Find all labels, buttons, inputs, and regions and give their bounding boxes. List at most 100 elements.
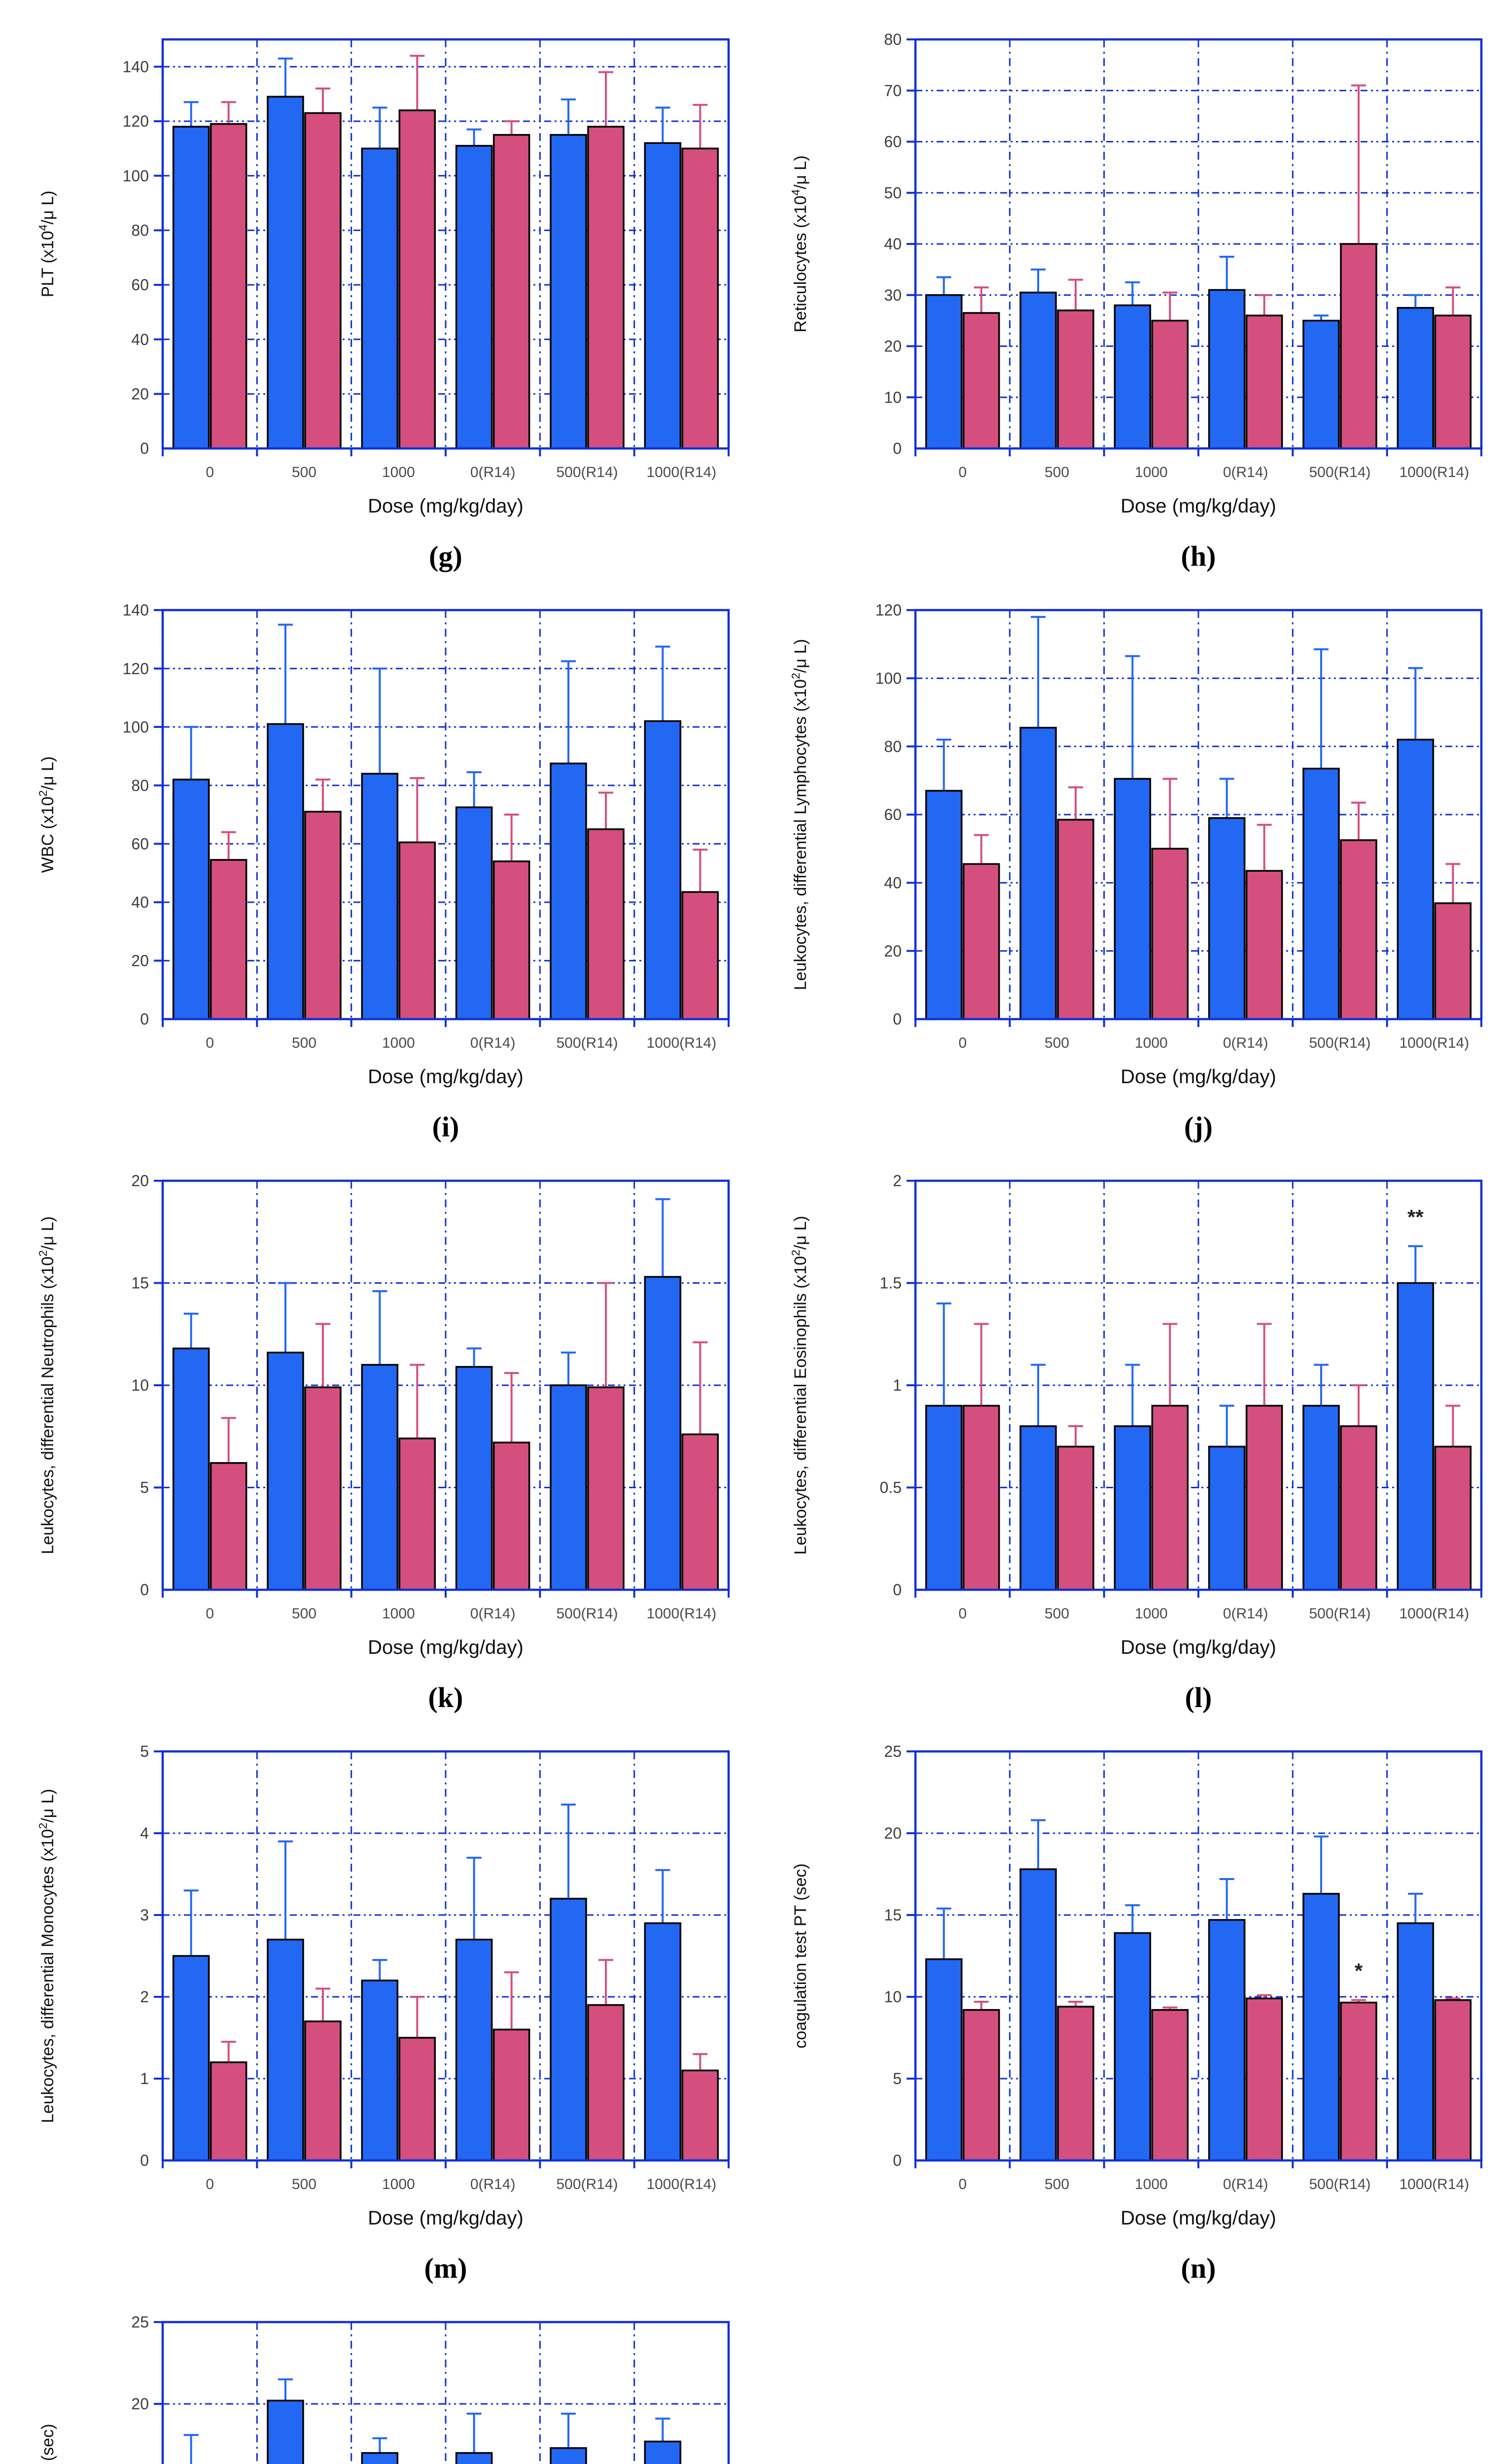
y-tick-label: 60 <box>131 276 149 294</box>
blue-bar <box>1397 307 1435 449</box>
x-category-label: 500(R14) <box>1309 1606 1370 1622</box>
blue-bar <box>1302 319 1340 449</box>
x-category-label: 0 <box>958 1035 967 1051</box>
blue-bar <box>1114 1425 1152 1591</box>
x-category-label: 0(R14) <box>1223 2176 1268 2192</box>
y-tick-label: 0 <box>893 1010 902 1028</box>
chart-panel-n: 0 5 10 15 20 25 * 0 500 1000 0(R14) 500(R14) 1000(R1… <box>768 1717 1506 2288</box>
plot-frame <box>914 38 1483 450</box>
x-category-label: 500 <box>1045 1606 1069 1622</box>
blue-bar <box>267 96 304 449</box>
pink-bar <box>304 2020 342 2161</box>
y-tick-label: 15 <box>884 1906 902 1924</box>
x-category-label: 1000(R14) <box>1399 1035 1469 1051</box>
x-category-label: 500(R14) <box>556 1035 618 1051</box>
y-tick-label: 60 <box>884 133 902 151</box>
x-axis-title: Dose (mg/kg/day) <box>1121 1066 1276 1088</box>
pink-bar <box>304 112 342 449</box>
significance-marker: * <box>1355 1959 1363 1983</box>
x-category-label: 1000 <box>1135 1606 1168 1622</box>
pink-bar <box>210 1462 247 1591</box>
pink-bar <box>398 841 436 1020</box>
y-tick-label: 120 <box>123 660 149 678</box>
blue-bar <box>361 773 399 1020</box>
pink-bar <box>492 860 530 1020</box>
panel-letter: (m) <box>424 2252 467 2284</box>
y-tick-label: 30 <box>884 286 902 304</box>
x-category-label: 1000 <box>382 1035 415 1051</box>
pink-bar <box>962 863 1000 1020</box>
y-tick-label: 80 <box>884 738 902 755</box>
panel-letter: (l) <box>1185 1681 1212 1713</box>
y-tick-label: 60 <box>884 806 902 823</box>
blue-bar <box>267 2399 304 2464</box>
pink-bar <box>681 891 719 1020</box>
pink-bar <box>681 1433 719 1591</box>
pink-bar <box>681 147 719 449</box>
panel-letter: (n) <box>1181 2252 1216 2284</box>
chart-panel-m: 0 1 2 3 4 5 0 500 1000 0(R14) 500(R14) 1000(R14) Dos… <box>15 1717 754 2288</box>
pink-bar <box>1151 319 1189 449</box>
blue-bar <box>267 1351 304 1591</box>
y-axis-title: coagulation test PT (sec) <box>791 1863 810 2048</box>
plot-frame <box>161 1179 730 1591</box>
y-tick-label: 40 <box>131 331 149 348</box>
chart-panel-h: 0 10 20 30 40 50 60 70 80 0 500 1000 0(R14) 500(R14) 1… <box>768 5 1506 576</box>
blue-bar <box>550 134 587 449</box>
chart-panel-l: 0 0.5 1 1.5 2 ** 0 500 1000 0(R14) 500(R14) 1000(R1… <box>768 1146 1506 1717</box>
x-category-label: 500(R14) <box>556 2176 618 2192</box>
blue-bar <box>550 1898 587 2161</box>
y-tick-label: 40 <box>131 893 149 911</box>
x-category-label: 1000 <box>1135 464 1168 480</box>
y-tick-label: 5 <box>140 1479 149 1497</box>
y-tick-label: 0.5 <box>880 1479 902 1497</box>
pink-bar <box>587 2004 625 2161</box>
y-axis-title: Leukocytes, differential Neutrophils (x1… <box>36 1216 57 1554</box>
blue-bar <box>1208 1445 1246 1591</box>
pink-bar <box>398 2037 436 2161</box>
y-tick-label: 0 <box>893 2152 902 2169</box>
pink-bar <box>1340 1425 1377 1591</box>
x-category-label: 0 <box>206 1035 214 1051</box>
y-tick-label: 10 <box>884 388 902 406</box>
blue-bar <box>172 1955 210 2161</box>
pink-bar <box>1151 2009 1189 2161</box>
y-tick-label: 80 <box>131 222 149 240</box>
y-axis-title: Reticulocytes (x104/μ L) <box>789 155 810 332</box>
y-tick-label: 1 <box>140 2070 149 2088</box>
blue-bar <box>1019 1425 1057 1591</box>
blue-bar <box>1019 726 1057 1020</box>
y-tick-label: 2 <box>140 1988 149 2006</box>
bar-chart-h: 0 10 20 30 40 50 60 70 80 0 500 1000 0(R14) 500(R14) 1… <box>789 31 1483 572</box>
x-category-label: 1000(R14) <box>1399 1606 1469 1622</box>
y-tick-label: 15 <box>131 1274 149 1292</box>
y-tick-label: 20 <box>131 385 149 403</box>
pink-bar <box>962 312 1000 449</box>
pink-bar <box>210 2061 247 2161</box>
y-tick-label: 60 <box>131 835 149 853</box>
y-axis-title: Leukocytes, differential Eosinophils (x1… <box>789 1216 810 1555</box>
y-tick-label: 25 <box>131 2313 149 2331</box>
y-tick-label: 2 <box>893 1172 902 1190</box>
x-category-label: 500 <box>292 464 316 480</box>
x-axis-title: Dose (mg/kg/day) <box>1121 2207 1276 2229</box>
blue-bar <box>455 1939 493 2161</box>
blue-bar <box>1302 767 1340 1020</box>
y-tick-label: 3 <box>140 1906 149 1924</box>
y-axis-title: PLT (x104/μ L) <box>36 191 57 297</box>
y-tick-label: 140 <box>123 58 149 76</box>
y-tick-label: 20 <box>884 338 902 355</box>
pink-bar <box>210 123 247 449</box>
y-tick-label: 5 <box>893 2070 902 2088</box>
plot-frame <box>914 1750 1483 2162</box>
charts-grid: 0 20 40 60 80 100 120 140 0 500 1000 0(R14) 500(R14)… <box>15 5 1506 2464</box>
pink-bar <box>398 1437 436 1591</box>
pink-bar <box>1057 819 1094 1020</box>
pink-bar <box>304 811 342 1020</box>
x-axis-title: Dose (mg/kg/day) <box>1121 1637 1276 1658</box>
blue-bar <box>1302 1404 1340 1591</box>
blue-bar <box>1208 817 1246 1020</box>
y-axis-title: Leukocytes, differential Monocytes (x102… <box>36 1789 57 2123</box>
x-category-label: 500(R14) <box>556 1606 618 1622</box>
blue-bar <box>1114 304 1152 449</box>
